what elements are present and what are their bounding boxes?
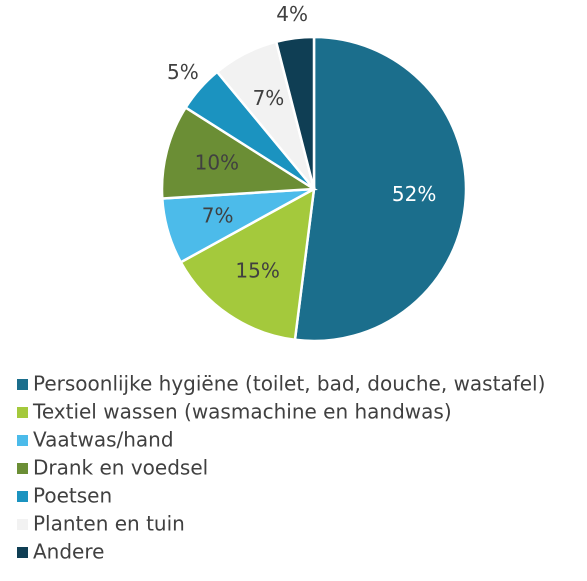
pie-slice	[293, 35, 468, 343]
slice-label: 10%	[195, 151, 239, 175]
pie-slice	[160, 105, 318, 200]
slice-label: 7%	[253, 86, 285, 110]
slice-label: 7%	[202, 203, 234, 227]
legend-label: Andere	[33, 540, 104, 564]
legend-swatch	[17, 435, 28, 446]
legend-label: Vaatwas/hand	[33, 428, 174, 452]
pie-slice	[274, 35, 316, 190]
slice-label: 5%	[167, 60, 199, 84]
legend-label: Persoonlijke hygiëne (toilet, bad, douch…	[33, 372, 545, 396]
legend-label: Textiel wassen (wasmachine en handwas)	[32, 400, 452, 424]
slice-label: 15%	[235, 258, 279, 282]
legend-label: Poetsen	[33, 484, 112, 508]
legend-label: Planten en tuin	[33, 512, 185, 536]
legend-swatch	[17, 491, 28, 502]
legend-swatch	[17, 547, 28, 558]
legend-swatch	[17, 407, 28, 418]
pie-slice	[179, 186, 316, 342]
legend-label: Drank en voedsel	[33, 456, 208, 480]
slice-label: 52%	[392, 182, 436, 206]
legend-swatch	[17, 463, 28, 474]
legend-swatch	[17, 379, 28, 390]
legend-swatch	[17, 519, 28, 530]
slice-label: 4%	[276, 2, 308, 26]
